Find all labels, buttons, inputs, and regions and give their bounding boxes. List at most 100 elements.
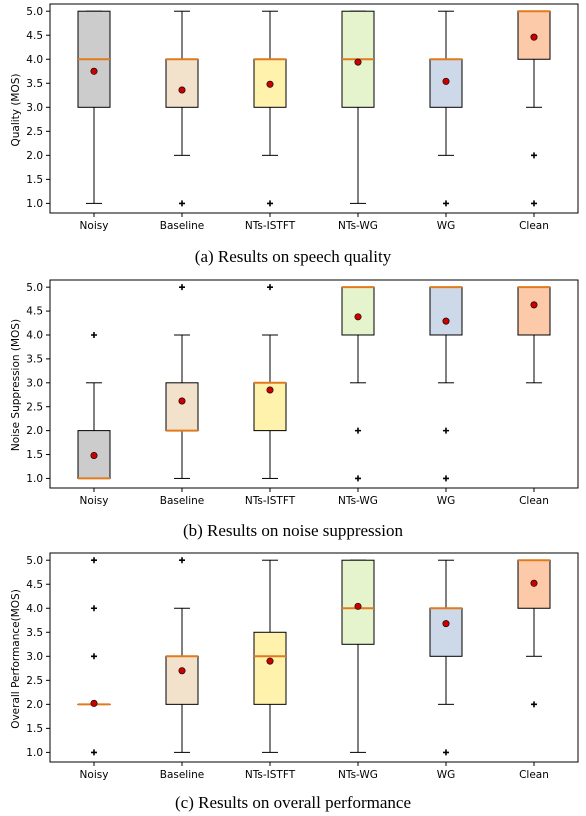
y-tick-label: 4.0 xyxy=(26,330,43,342)
outlier-marker xyxy=(179,284,185,290)
y-axis-label: Quality (MOS) xyxy=(10,73,22,146)
axes-frame xyxy=(50,280,578,488)
outlier-marker xyxy=(179,200,185,206)
box-nts-istft xyxy=(254,11,286,206)
axes-frame xyxy=(50,4,578,213)
mean-marker xyxy=(179,668,185,674)
box-nts-wg xyxy=(342,11,374,203)
x-tick-label: NTs-WG xyxy=(338,220,378,232)
chart-caption: (c) Results on overall performance xyxy=(175,793,411,812)
mean-marker xyxy=(91,700,97,706)
mean-marker xyxy=(443,78,449,84)
box-body xyxy=(518,287,550,335)
box-noisy xyxy=(78,11,110,203)
outlier-marker xyxy=(91,332,97,338)
x-tick-label: NTs-ISTFT xyxy=(245,769,296,781)
chart-caption: (a) Results on speech quality xyxy=(195,247,392,266)
y-tick-label: 2.5 xyxy=(26,675,43,687)
x-tick-label: WG xyxy=(437,495,456,507)
box-baseline xyxy=(166,557,198,752)
mean-marker xyxy=(531,302,537,308)
x-tick-label: Clean xyxy=(519,220,549,232)
y-tick-label: 3.0 xyxy=(26,102,43,114)
x-tick-label: NTs-ISTFT xyxy=(245,220,296,232)
y-tick-label: 3.0 xyxy=(26,377,43,389)
y-tick-label: 1.0 xyxy=(26,473,43,485)
x-tick-label: Clean xyxy=(519,769,549,781)
box-nts-wg xyxy=(342,560,374,752)
outlier-marker xyxy=(91,749,97,755)
mean-marker xyxy=(355,603,361,609)
mean-marker xyxy=(179,87,185,93)
y-tick-label: 5.0 xyxy=(26,555,43,567)
y-tick-label: 3.5 xyxy=(26,353,43,365)
mean-marker xyxy=(443,620,449,626)
box-clean xyxy=(518,11,550,206)
y-tick-label: 4.0 xyxy=(26,603,43,615)
mean-marker xyxy=(179,398,185,404)
x-tick-label: Noisy xyxy=(80,220,109,232)
y-tick-label: 4.5 xyxy=(26,30,43,42)
plot-area: 1.0 1.5 2.0 2.5 3.0 3.5 4.0 4.5 5.0 Noisy Baseline… xyxy=(26,553,578,781)
outlier-marker xyxy=(443,475,449,481)
mean-marker xyxy=(267,387,273,393)
outlier-marker xyxy=(355,428,361,434)
box-body xyxy=(342,287,374,335)
plot-area: 1.0 1.5 2.0 2.5 3.0 3.5 4.0 4.5 5.0 Noisy Baseline… xyxy=(26,4,578,232)
y-tick-label: 1.5 xyxy=(26,174,43,186)
y-tick-label: 1.0 xyxy=(26,198,43,210)
y-tick-label: 1.5 xyxy=(26,723,43,735)
x-tick-label: WG xyxy=(437,220,456,232)
chart-caption: (b) Results on noise suppression xyxy=(183,521,404,540)
chart-panel-noise-suppression: Noise Suppression (MOS) 1.0 1.5 2.0 2.5 3.0 3… xyxy=(10,280,578,540)
mean-marker xyxy=(355,59,361,65)
chart-panel-quality: Quality (MOS) 1.0 1.5 2.0 2.5 3.0 3.5 4.0 4.5 5.… xyxy=(10,4,578,266)
box-noisy xyxy=(78,332,110,478)
mean-marker xyxy=(443,318,449,324)
y-tick-label: 2.0 xyxy=(26,150,43,162)
mean-marker xyxy=(531,34,537,40)
box-wg xyxy=(430,287,462,481)
x-tick-label: Baseline xyxy=(160,769,205,781)
x-tick-label: NTs-WG xyxy=(338,769,378,781)
y-tick-label: 5.0 xyxy=(26,282,43,294)
y-tick-label: 2.0 xyxy=(26,425,43,437)
mean-marker xyxy=(531,580,537,586)
outlier-marker xyxy=(531,200,537,206)
x-tick-label: Baseline xyxy=(160,220,205,232)
box-body xyxy=(430,287,462,335)
outlier-marker xyxy=(531,701,537,707)
axes-frame xyxy=(50,553,578,762)
box-baseline xyxy=(166,11,198,206)
box-body xyxy=(166,383,198,431)
box-body xyxy=(166,656,198,704)
box-clean xyxy=(518,287,550,383)
x-tick-label: Noisy xyxy=(80,769,109,781)
outlier-marker xyxy=(91,557,97,563)
outlier-marker xyxy=(443,428,449,434)
box-wg xyxy=(430,560,462,755)
box-noisy xyxy=(78,557,110,755)
x-tick-label: NTs-ISTFT xyxy=(245,495,296,507)
y-tick-label: 2.5 xyxy=(26,126,43,138)
outlier-marker xyxy=(91,605,97,611)
x-tick-label: Clean xyxy=(519,495,549,507)
y-tick-label: 3.5 xyxy=(26,627,43,639)
mean-marker xyxy=(267,658,273,664)
y-axis-label: Overall Performance(MOS) xyxy=(10,589,22,729)
y-tick-label: 5.0 xyxy=(26,6,43,18)
box-baseline xyxy=(166,284,198,478)
x-tick-label: WG xyxy=(437,769,456,781)
outlier-marker xyxy=(267,200,273,206)
x-tick-label: Baseline xyxy=(160,495,205,507)
box-nts-wg xyxy=(342,287,374,481)
outlier-marker xyxy=(531,152,537,158)
box-body xyxy=(430,608,462,656)
box-body xyxy=(254,632,286,704)
outlier-marker xyxy=(443,200,449,206)
mean-marker xyxy=(267,81,273,87)
y-tick-label: 3.5 xyxy=(26,78,43,90)
y-tick-label: 2.5 xyxy=(26,401,43,413)
mean-marker xyxy=(91,452,97,458)
